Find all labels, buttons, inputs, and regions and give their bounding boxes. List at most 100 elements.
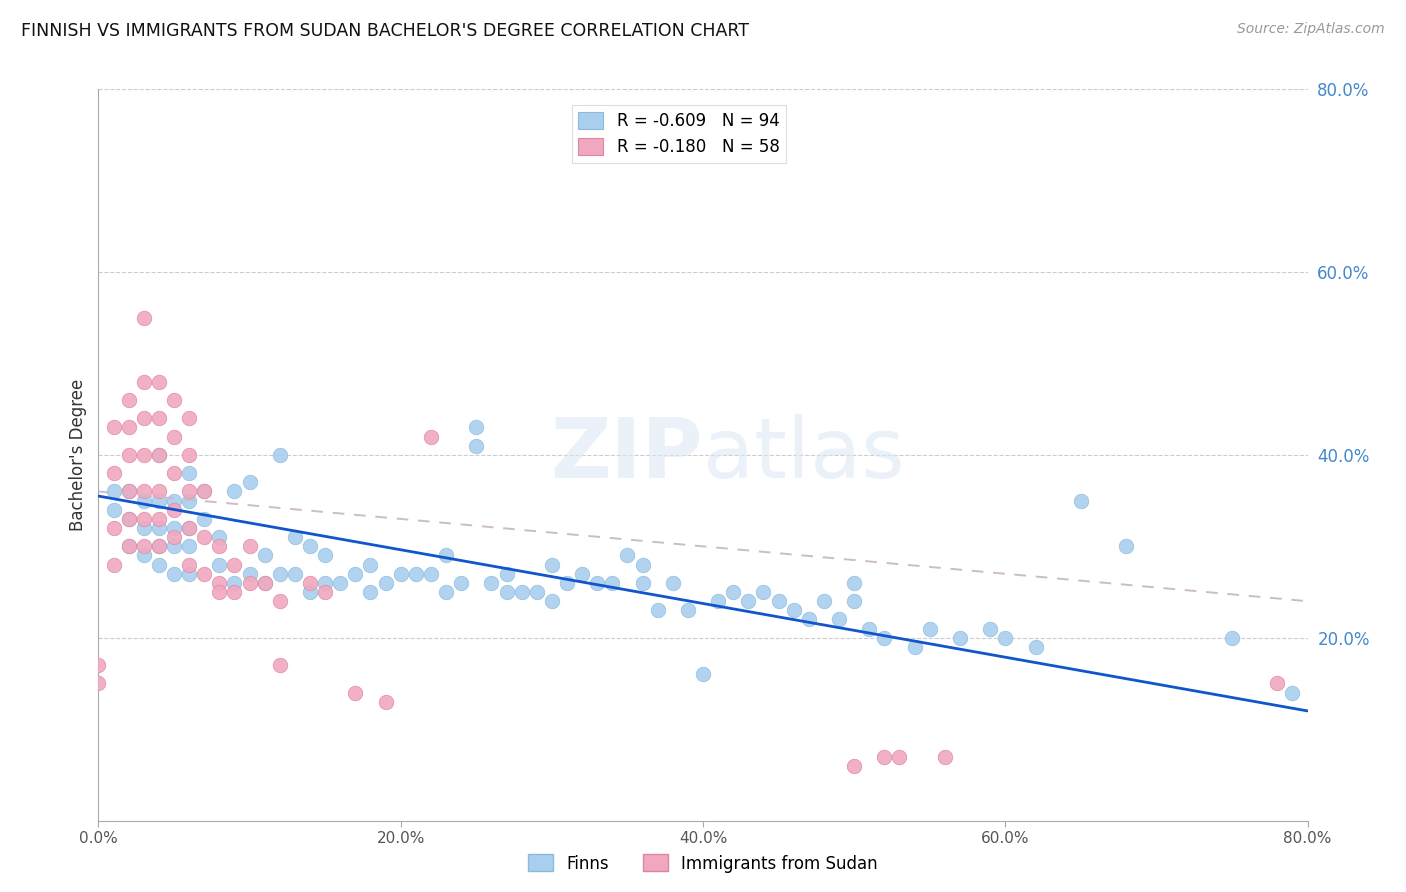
Point bbox=[239, 576, 262, 591]
Point bbox=[132, 539, 155, 553]
Point bbox=[858, 622, 880, 636]
Point bbox=[103, 502, 125, 516]
Point bbox=[873, 631, 896, 645]
Point bbox=[676, 603, 699, 617]
Point bbox=[103, 420, 125, 434]
Point bbox=[253, 549, 276, 563]
Point bbox=[132, 310, 155, 325]
Point bbox=[797, 613, 820, 627]
Point bbox=[148, 411, 170, 425]
Point bbox=[148, 558, 170, 572]
Point bbox=[647, 603, 669, 617]
Point bbox=[360, 558, 382, 572]
Point bbox=[405, 566, 427, 581]
Point bbox=[420, 430, 443, 444]
Point bbox=[148, 375, 170, 389]
Point bbox=[163, 430, 186, 444]
Legend: Finns, Immigrants from Sudan: Finns, Immigrants from Sudan bbox=[522, 847, 884, 880]
Point bbox=[374, 695, 396, 709]
Point bbox=[193, 530, 215, 544]
Point bbox=[208, 530, 231, 544]
Point bbox=[844, 576, 866, 591]
Point bbox=[374, 576, 396, 591]
Point bbox=[269, 566, 291, 581]
Point bbox=[179, 493, 201, 508]
Point bbox=[148, 539, 170, 553]
Point bbox=[148, 521, 170, 535]
Point bbox=[193, 484, 215, 499]
Point bbox=[389, 566, 412, 581]
Point bbox=[949, 631, 972, 645]
Point bbox=[631, 576, 654, 591]
Point bbox=[118, 392, 141, 407]
Point bbox=[239, 475, 262, 490]
Text: atlas: atlas bbox=[703, 415, 904, 495]
Point bbox=[602, 576, 624, 591]
Point bbox=[163, 466, 186, 480]
Point bbox=[994, 631, 1017, 645]
Point bbox=[344, 566, 367, 581]
Text: ZIP: ZIP bbox=[551, 415, 703, 495]
Point bbox=[132, 375, 155, 389]
Point bbox=[707, 594, 730, 608]
Point bbox=[828, 613, 851, 627]
Point bbox=[540, 594, 562, 608]
Point bbox=[118, 512, 141, 526]
Point bbox=[179, 448, 201, 462]
Point bbox=[253, 576, 276, 591]
Point bbox=[132, 521, 155, 535]
Point bbox=[163, 530, 186, 544]
Point bbox=[314, 585, 336, 599]
Point bbox=[481, 576, 503, 591]
Point bbox=[465, 439, 488, 453]
Point bbox=[510, 585, 533, 599]
Point bbox=[239, 539, 262, 553]
Point bbox=[768, 594, 790, 608]
Point bbox=[360, 585, 382, 599]
Point bbox=[844, 758, 866, 772]
Point bbox=[132, 411, 155, 425]
Point bbox=[979, 622, 1001, 636]
Point bbox=[148, 448, 170, 462]
Point bbox=[103, 521, 125, 535]
Point bbox=[737, 594, 759, 608]
Point bbox=[344, 685, 367, 699]
Point bbox=[269, 448, 291, 462]
Point bbox=[224, 484, 246, 499]
Point bbox=[87, 676, 110, 690]
Point bbox=[495, 566, 517, 581]
Point bbox=[889, 749, 911, 764]
Point bbox=[918, 622, 941, 636]
Point bbox=[752, 585, 775, 599]
Point bbox=[450, 576, 472, 591]
Point bbox=[495, 585, 517, 599]
Point bbox=[118, 448, 141, 462]
Point bbox=[179, 566, 201, 581]
Point bbox=[148, 539, 170, 553]
Point bbox=[571, 566, 593, 581]
Point bbox=[844, 594, 866, 608]
Point bbox=[179, 411, 201, 425]
Point bbox=[269, 594, 291, 608]
Point bbox=[163, 566, 186, 581]
Point bbox=[420, 566, 443, 581]
Text: Source: ZipAtlas.com: Source: ZipAtlas.com bbox=[1237, 22, 1385, 37]
Point bbox=[586, 576, 609, 591]
Point bbox=[148, 512, 170, 526]
Text: FINNISH VS IMMIGRANTS FROM SUDAN BACHELOR'S DEGREE CORRELATION CHART: FINNISH VS IMMIGRANTS FROM SUDAN BACHELO… bbox=[21, 22, 749, 40]
Point bbox=[813, 594, 835, 608]
Point bbox=[148, 493, 170, 508]
Point bbox=[103, 558, 125, 572]
Point bbox=[103, 466, 125, 480]
Point bbox=[783, 603, 806, 617]
Point bbox=[208, 576, 231, 591]
Point bbox=[1024, 640, 1046, 654]
Point bbox=[1267, 676, 1289, 690]
Point bbox=[662, 576, 685, 591]
Point bbox=[692, 667, 714, 681]
Point bbox=[723, 585, 745, 599]
Y-axis label: Bachelor's Degree: Bachelor's Degree bbox=[69, 379, 87, 531]
Point bbox=[253, 576, 276, 591]
Point bbox=[224, 585, 246, 599]
Point bbox=[1281, 685, 1303, 699]
